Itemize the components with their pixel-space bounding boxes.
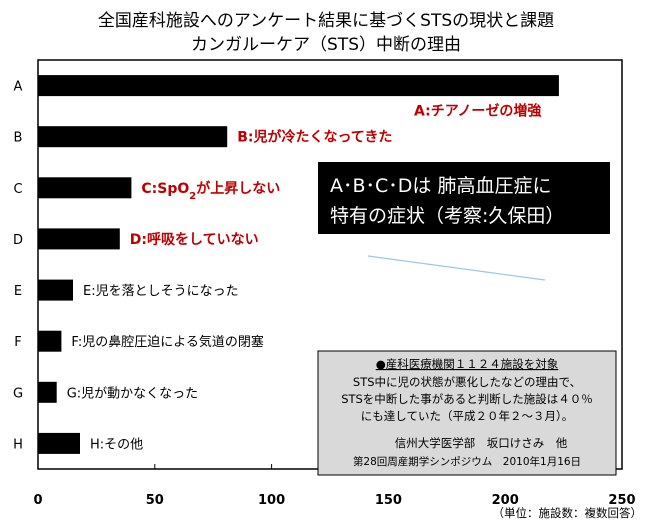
category-label-e: E	[14, 284, 22, 299]
unit-note: （単位：施設数：複数回答）	[493, 506, 643, 520]
source-line-1: STS中に児の状態が悪化したなどの理由で、	[353, 375, 581, 389]
category-label-a: A	[14, 80, 23, 95]
source-line-3: にも達していた（平成２０年２〜３月）。	[361, 409, 573, 423]
category-label-f: F	[14, 335, 21, 350]
annotation-c: C:SpO2が上昇しない	[141, 180, 280, 202]
bar-a	[38, 75, 559, 97]
annotation-h: H:その他	[90, 437, 143, 452]
chart-title: 全国産科施設へのアンケート結果に基づくSTSの現状と課題	[98, 11, 554, 31]
x-tick-label-150: 150	[375, 493, 402, 508]
x-tick-label-100: 100	[258, 493, 285, 508]
callout-line-2: 特有の症状（考察:久保田）	[330, 205, 564, 227]
annotation-f: F:児の鼻腔圧迫による気道の閉塞	[71, 334, 263, 350]
category-label-g: G	[13, 386, 23, 401]
x-tick-label-0: 0	[33, 493, 42, 508]
x-tick-label-50: 50	[146, 493, 164, 508]
source-author: 信州大学医学部 坂口けさみ 他	[395, 436, 568, 450]
x-tick-label-250: 250	[608, 493, 635, 508]
bar-d	[38, 228, 120, 250]
callout-box: A･B･C･Dは 肺高血圧症に 特有の症状（考察:久保田）	[318, 162, 610, 234]
category-label-c: C	[13, 182, 22, 197]
annotation-a: A:チアノーゼの増強	[414, 103, 541, 120]
bar-f	[38, 330, 62, 352]
source-box: ●産科医療機関１１２４施設を対象 STS中に児の状態が悪化したなどの理由で、 S…	[317, 350, 617, 476]
annotation-d: D:呼吸をしていない	[130, 231, 259, 248]
category-label-b: B	[14, 131, 23, 146]
decorative-line	[367, 255, 546, 281]
callout-line-1: A･B･C･Dは 肺高血圧症に	[330, 175, 551, 197]
bar-c	[38, 177, 132, 199]
category-label-h: H	[13, 437, 23, 452]
bar-h	[38, 432, 80, 454]
chart-subtitle: カンガルーケア（STS）中断の理由	[191, 35, 461, 55]
bar-b	[38, 126, 228, 148]
bar-e	[38, 279, 73, 301]
annotation-b: B:児が冷たくなってきた	[237, 129, 392, 146]
x-tick-label-200: 200	[492, 493, 519, 508]
annotation-e: E:児を落としそうになった	[83, 284, 239, 299]
source-heading: ●産科医療機関１１２４施設を対象	[376, 357, 559, 371]
source-event: 第28回周産期学シンポジウム 2010年1月16日	[353, 455, 581, 468]
bar-g	[38, 381, 57, 403]
category-label-d: D	[13, 233, 23, 248]
source-line-2: STSを中断した事があると判断した施設は４０％	[341, 392, 593, 406]
annotation-g: G:児が動かなくなった	[67, 386, 198, 401]
